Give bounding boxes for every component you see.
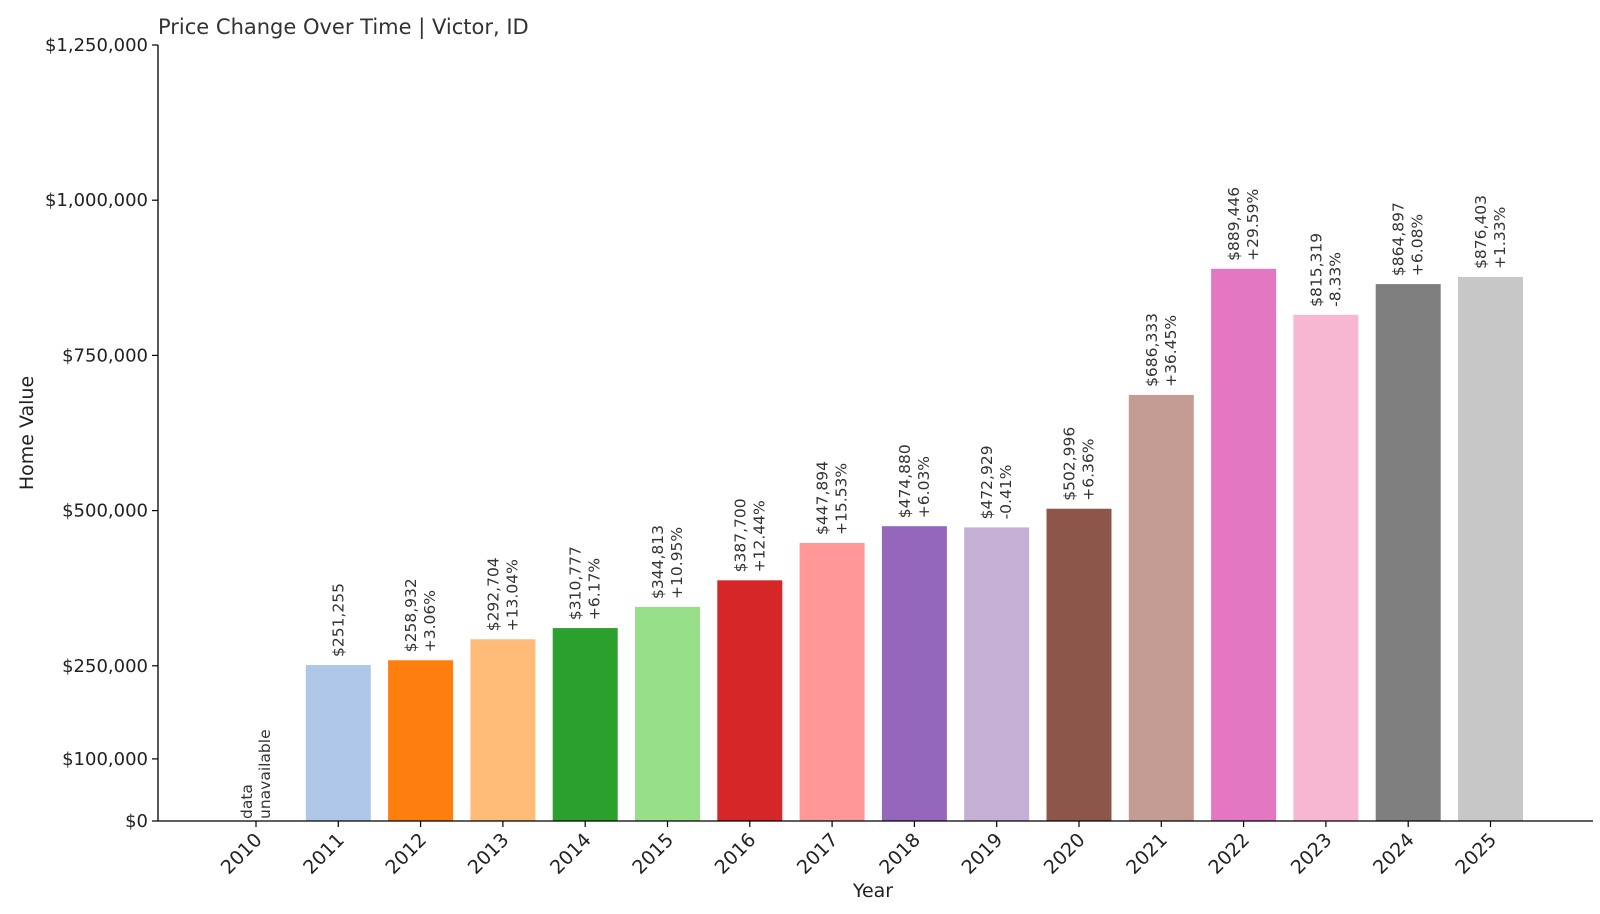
x-tick-label: 2023 [1287, 829, 1337, 879]
bar-value-label: $864,897 [1390, 202, 1408, 276]
bar-2019 [964, 527, 1030, 821]
bar-value-label: $447,894 [814, 461, 832, 535]
bar-change-label: +29.59% [1244, 189, 1262, 261]
bar-value-label: $686,333 [1143, 313, 1161, 387]
bar-2013 [470, 639, 536, 821]
y-axis-label: Home Value [16, 376, 38, 490]
y-tick-label: $750,000 [62, 345, 148, 366]
bar-2022 [1211, 268, 1277, 821]
bar-value-label: $251,255 [329, 583, 347, 657]
bar-2025 [1458, 276, 1523, 821]
bar-value-label: $502,996 [1061, 427, 1079, 501]
chart-title: Price Change Over Time | Victor, ID [158, 15, 529, 40]
y-tick-label: $1,250,000 [45, 35, 148, 56]
bar-change-label: +6.08% [1409, 214, 1427, 276]
y-tick-label: $250,000 [62, 656, 148, 677]
y-tick-label: $500,000 [62, 501, 148, 522]
x-tick-label: 2010 [217, 829, 267, 879]
bar-change-label: +10.95% [668, 527, 686, 599]
x-tick-label: 2012 [381, 829, 431, 879]
y-tick-label: $100,000 [62, 749, 148, 770]
bar-2015 [635, 606, 700, 821]
x-axis-label: Year [852, 880, 893, 902]
bar-2017 [799, 542, 865, 821]
bar-value-label: $815,319 [1307, 233, 1325, 307]
bar-2014 [552, 628, 618, 821]
bar-2016 [717, 580, 783, 821]
bar-2012 [388, 660, 454, 821]
data-unavailable-line: unavailable [256, 729, 274, 819]
bar-change-label: +1.33% [1491, 207, 1509, 269]
bar-value-label: $344,813 [649, 525, 667, 599]
bar-change-label: -8.33% [1326, 252, 1344, 307]
data-unavailable-label: dataunavailable [238, 729, 274, 819]
x-tick-label: 2020 [1040, 829, 1090, 879]
x-tick-label: 2017 [793, 829, 843, 879]
x-tick-label: 2011 [299, 829, 349, 879]
x-tick-label: 2024 [1369, 829, 1419, 879]
y-tick-label: $1,000,000 [45, 190, 148, 211]
x-axis-ticks: 2010 2011 2012 2013 2014 2015 2016 2017 2018 2019… [217, 821, 1501, 879]
bar-labels: dataunavailable $251,255 $258,932 +3.06% $29… [238, 187, 1509, 819]
bar-change-label: +36.45% [1162, 315, 1180, 387]
bar-2020 [1046, 508, 1112, 821]
y-axis-ticks: $0 $100,000 $250,000 $500,000 $750,000 $1,000… [45, 35, 158, 832]
bar-value-label: $310,777 [567, 546, 585, 620]
bar-change-label: +13.04% [503, 559, 521, 631]
bar-value-label: $474,880 [896, 444, 914, 518]
bars [305, 268, 1523, 822]
bar-2011 [305, 665, 371, 821]
bar-2024 [1375, 284, 1441, 822]
bar-2023 [1293, 314, 1359, 821]
bar-change-label: +3.06% [421, 590, 439, 652]
bar-2021 [1128, 394, 1194, 821]
bar-value-label: $876,403 [1472, 195, 1490, 269]
bar-value-label: $387,700 [731, 498, 749, 572]
bar-change-label: +6.03% [915, 456, 933, 518]
x-tick-label: 2025 [1451, 829, 1501, 879]
y-tick-label: $0 [125, 811, 148, 832]
bar-change-label: +6.36% [1080, 439, 1098, 501]
bar-2018 [881, 526, 947, 821]
data-unavailable-line: data [238, 784, 256, 819]
bar-value-label: $889,446 [1225, 187, 1243, 261]
bar-value-label: $258,932 [402, 578, 420, 652]
bar-change-label: -0.41% [997, 465, 1015, 520]
x-tick-label: 2016 [711, 829, 761, 879]
bar-value-label: $292,704 [484, 557, 502, 631]
bar-change-label: +12.44% [750, 500, 768, 572]
bar-change-label: +15.53% [833, 463, 851, 535]
bar-change-label: +6.17% [586, 558, 604, 620]
x-tick-label: 2021 [1122, 829, 1172, 879]
x-tick-label: 2022 [1204, 829, 1254, 879]
x-tick-label: 2014 [546, 829, 596, 879]
x-tick-label: 2013 [464, 829, 514, 879]
bar-value-label: $472,929 [978, 445, 996, 519]
x-tick-label: 2019 [957, 829, 1007, 879]
x-tick-label: 2018 [875, 829, 925, 879]
x-tick-label: 2015 [628, 829, 678, 879]
